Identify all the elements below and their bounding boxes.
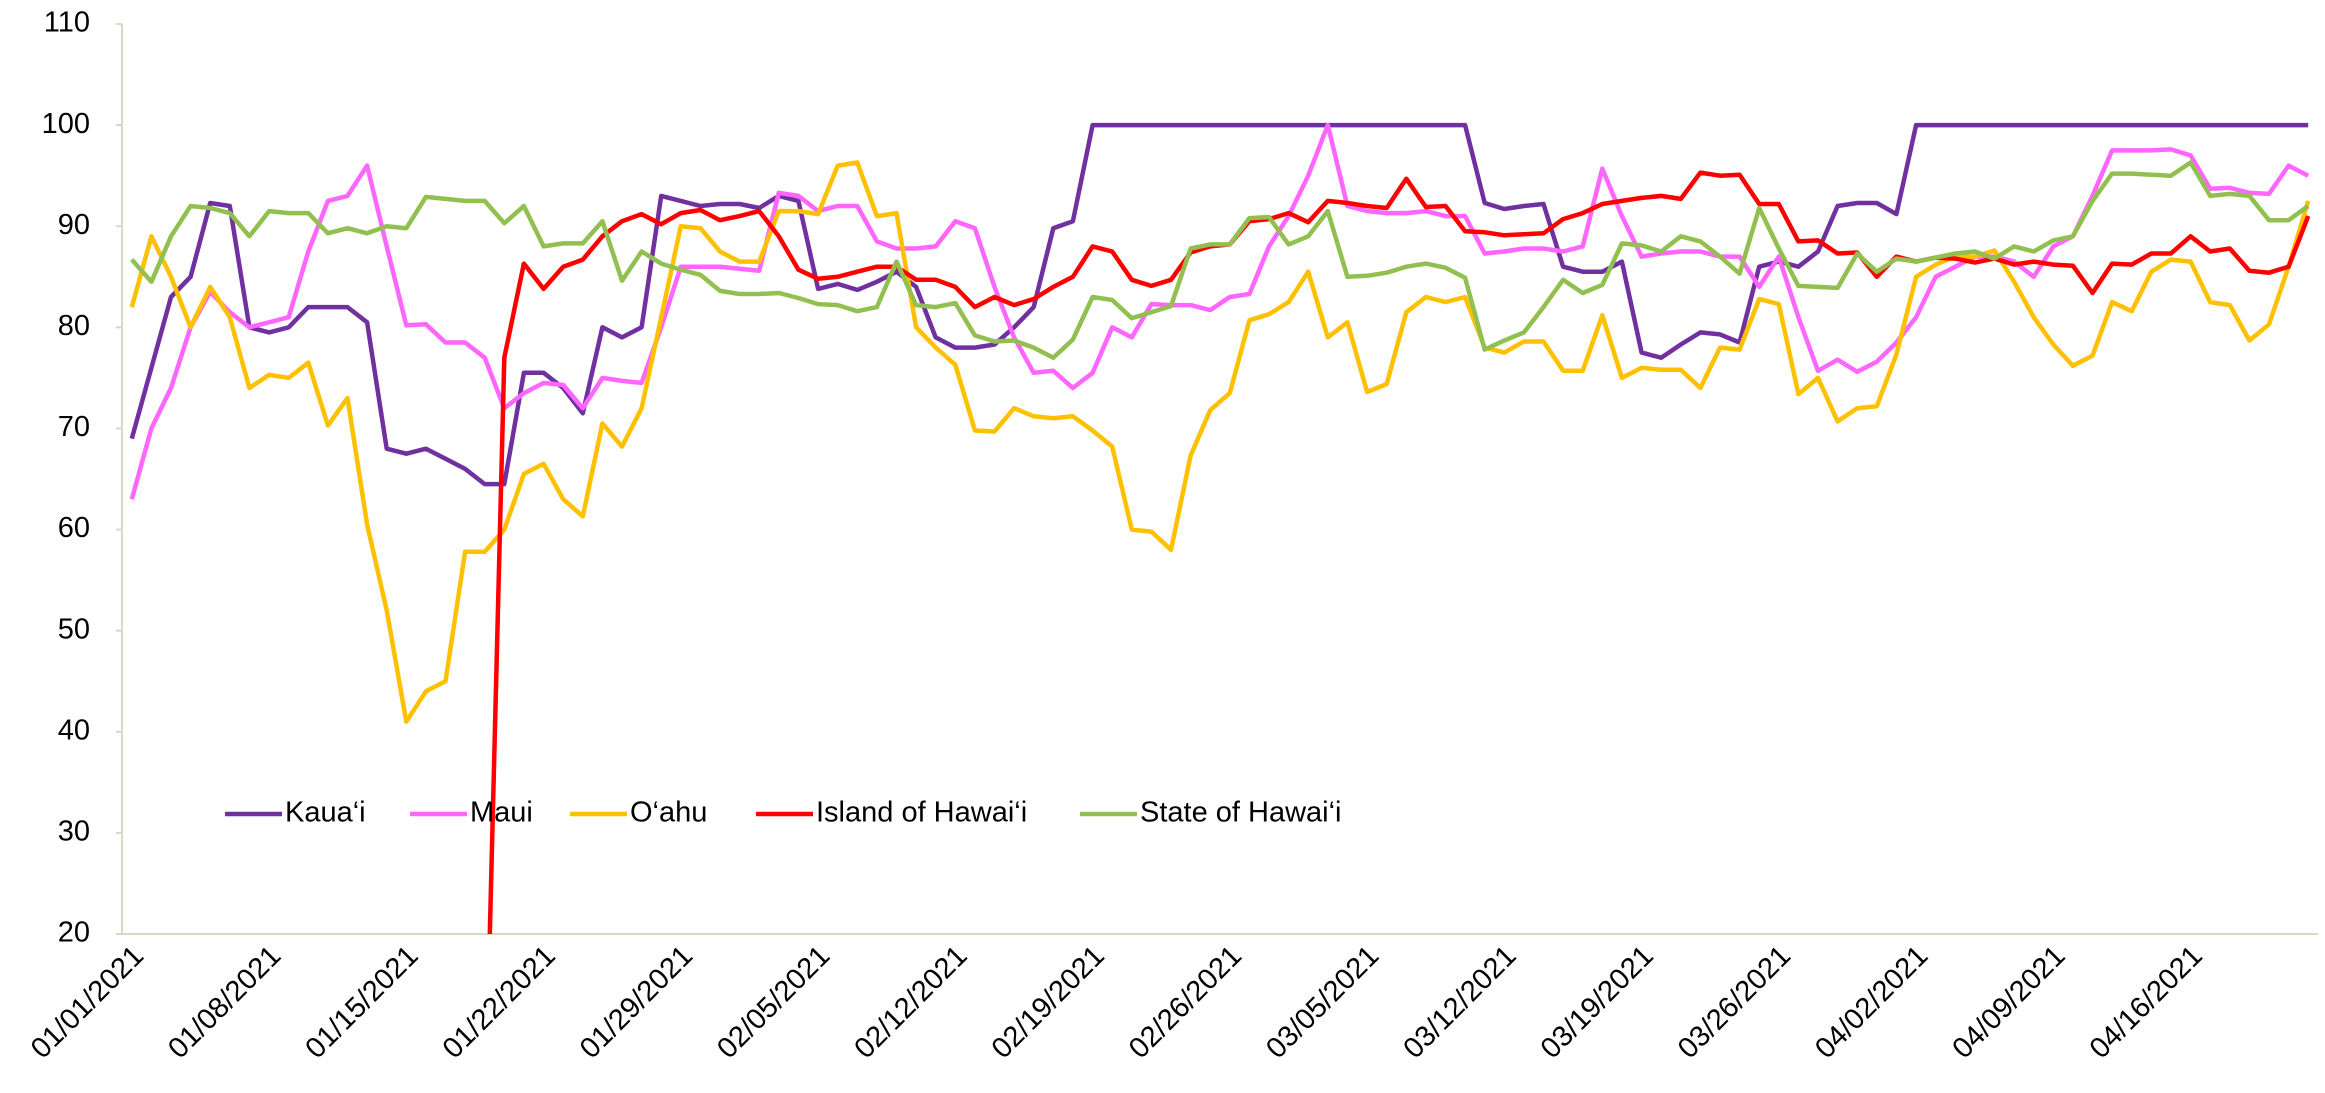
series-line [129, 160, 2311, 724]
x-tick-label: 04/09/2021 [1946, 940, 2071, 1065]
x-tick-label: 03/19/2021 [1535, 940, 1660, 1065]
x-tick-label: 04/16/2021 [2084, 940, 2209, 1065]
x-tick-label: 04/02/2021 [1809, 940, 1934, 1065]
x-tick-label: 02/05/2021 [711, 940, 836, 1065]
x-tick-label: 02/26/2021 [1123, 940, 1248, 1065]
series-line [130, 160, 2310, 360]
x-tick-label: 03/05/2021 [1260, 940, 1385, 1065]
series-line [129, 122, 2310, 500]
legend-label: State of Hawai‘i [1140, 797, 1342, 829]
y-tick-label: 90 [58, 209, 90, 241]
x-tick-label: 02/12/2021 [848, 940, 973, 1065]
y-tick-label: 80 [58, 310, 90, 342]
x-tick-label: 02/19/2021 [986, 940, 1111, 1065]
legend-label: Maui [470, 797, 533, 829]
y-tick-label: 70 [58, 411, 90, 443]
series-line [129, 122, 2309, 487]
x-tick-label: 03/12/2021 [1397, 940, 1522, 1065]
plot-area [129, 122, 2311, 934]
y-tick-label: 50 [58, 613, 90, 645]
y-tick-label: 20 [58, 917, 90, 949]
x-tick-label: 01/22/2021 [437, 940, 562, 1065]
y-tick-label: 30 [58, 816, 90, 848]
y-tick-label: 100 [42, 108, 90, 140]
series-line [487, 170, 2311, 934]
legend-label: O‘ahu [630, 797, 707, 829]
x-tick-label: 01/01/2021 [25, 940, 150, 1065]
legend-label: Kaua‘i [285, 797, 366, 829]
x-tick-label: 01/08/2021 [162, 940, 287, 1065]
x-tick-label: 01/29/2021 [574, 940, 699, 1065]
x-tick-label: 01/15/2021 [299, 940, 424, 1065]
x-tick-label: 03/26/2021 [1672, 940, 1797, 1065]
y-tick-label: 40 [58, 714, 90, 746]
y-tick-label: 110 [44, 7, 90, 39]
legend-label: Island of Hawai‘i [816, 797, 1027, 829]
y-tick-label: 60 [58, 512, 90, 544]
